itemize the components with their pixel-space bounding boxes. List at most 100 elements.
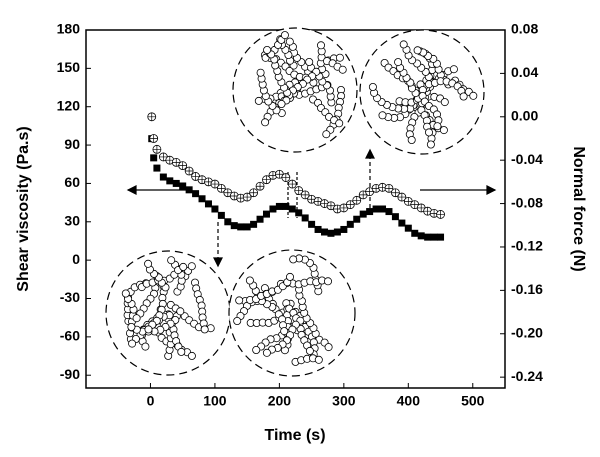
y2-tick-label: -0.16: [511, 281, 543, 297]
insets: [105, 27, 485, 377]
circle-marker: [158, 152, 168, 162]
y-axis-label: Shear viscosity (Pa.s): [15, 126, 32, 291]
y2-tick-label: 0.08: [511, 21, 538, 37]
y2-tick-label: -0.08: [511, 194, 543, 210]
y2-tick-label: -0.24: [511, 368, 543, 384]
cross: [249, 188, 258, 197]
particle: [324, 343, 333, 352]
circle-marker: [358, 190, 368, 200]
particle: [277, 100, 286, 109]
cross: [159, 152, 168, 161]
square-marker: [230, 222, 238, 230]
particle: [127, 322, 136, 331]
square-marker: [262, 210, 270, 218]
square-marker: [295, 209, 303, 217]
square-marker: [153, 164, 161, 172]
cross: [210, 180, 219, 189]
particle: [261, 118, 270, 127]
square-marker: [359, 210, 367, 218]
cross: [294, 186, 303, 195]
circle-marker: [300, 190, 310, 200]
y-tick-label: 120: [57, 97, 81, 113]
circle-marker: [397, 192, 407, 202]
particle: [426, 140, 435, 149]
series: [147, 112, 445, 219]
cross: [178, 161, 187, 170]
square-marker: [250, 220, 258, 228]
square-marker: [404, 224, 412, 232]
circle-marker: [294, 186, 304, 195]
circle-marker: [307, 194, 317, 204]
particle: [322, 130, 331, 139]
y-tick-label: 90: [64, 136, 80, 152]
circle-marker: [147, 112, 157, 122]
particle: [179, 262, 188, 271]
particle: [440, 98, 449, 107]
square-marker: [340, 225, 348, 233]
square-marker: [179, 182, 187, 190]
x-tick-label: 100: [203, 393, 227, 409]
circle-marker: [313, 197, 323, 206]
particle: [433, 122, 442, 131]
circle-marker: [326, 201, 336, 211]
square-marker: [185, 186, 193, 194]
y-tick-label: 150: [57, 59, 81, 75]
particle: [280, 327, 289, 336]
particle: [413, 46, 422, 55]
particle: [399, 40, 408, 49]
cross: [185, 167, 194, 176]
particle: [263, 46, 272, 55]
circle-marker: [262, 175, 271, 185]
cross: [404, 197, 413, 206]
particle: [449, 65, 458, 74]
particle: [128, 339, 137, 348]
cross: [417, 203, 426, 212]
square-marker: [288, 205, 296, 213]
square-marker: [327, 229, 335, 237]
square-marker: [333, 228, 341, 236]
circle-marker: [216, 183, 226, 193]
circle-marker: [281, 173, 291, 182]
circle-marker: [249, 188, 259, 198]
square-marker: [192, 190, 200, 198]
y-tick-label: -30: [60, 289, 80, 305]
particle: [280, 31, 289, 40]
cross: [326, 201, 335, 210]
cross: [152, 145, 161, 154]
square-marker: [411, 229, 419, 237]
particle: [132, 314, 141, 323]
cross: [410, 200, 419, 209]
square-marker: [391, 213, 399, 221]
square-marker: [437, 233, 445, 241]
particle: [285, 272, 294, 281]
square-marker: [198, 195, 206, 203]
y2-tick-label: 0.04: [511, 64, 538, 80]
x-tick-label: 300: [332, 393, 356, 409]
cross: [365, 187, 374, 196]
particle: [378, 111, 387, 120]
circle-marker: [287, 179, 297, 189]
particle: [459, 92, 468, 101]
circle-marker: [274, 169, 284, 179]
circle-marker: [242, 192, 252, 202]
y-tick-label: 30: [64, 212, 80, 228]
particle: [285, 37, 294, 46]
square-marker: [150, 154, 158, 162]
cross: [288, 180, 297, 189]
particle: [245, 276, 254, 285]
y-tick-label: 60: [64, 174, 80, 190]
cross: [436, 210, 445, 219]
cross: [223, 188, 232, 197]
y2-tick-label: -0.04: [511, 151, 543, 167]
x-tick-label: 0: [147, 393, 155, 409]
cross: [172, 158, 181, 167]
square-marker: [372, 205, 380, 213]
particle: [289, 255, 298, 264]
cross: [256, 182, 265, 191]
particle: [254, 96, 263, 105]
y-tick-label: 0: [72, 251, 80, 267]
particle: [368, 83, 377, 92]
cross: [384, 184, 393, 193]
circle-marker: [178, 161, 188, 171]
particle: [141, 342, 150, 351]
